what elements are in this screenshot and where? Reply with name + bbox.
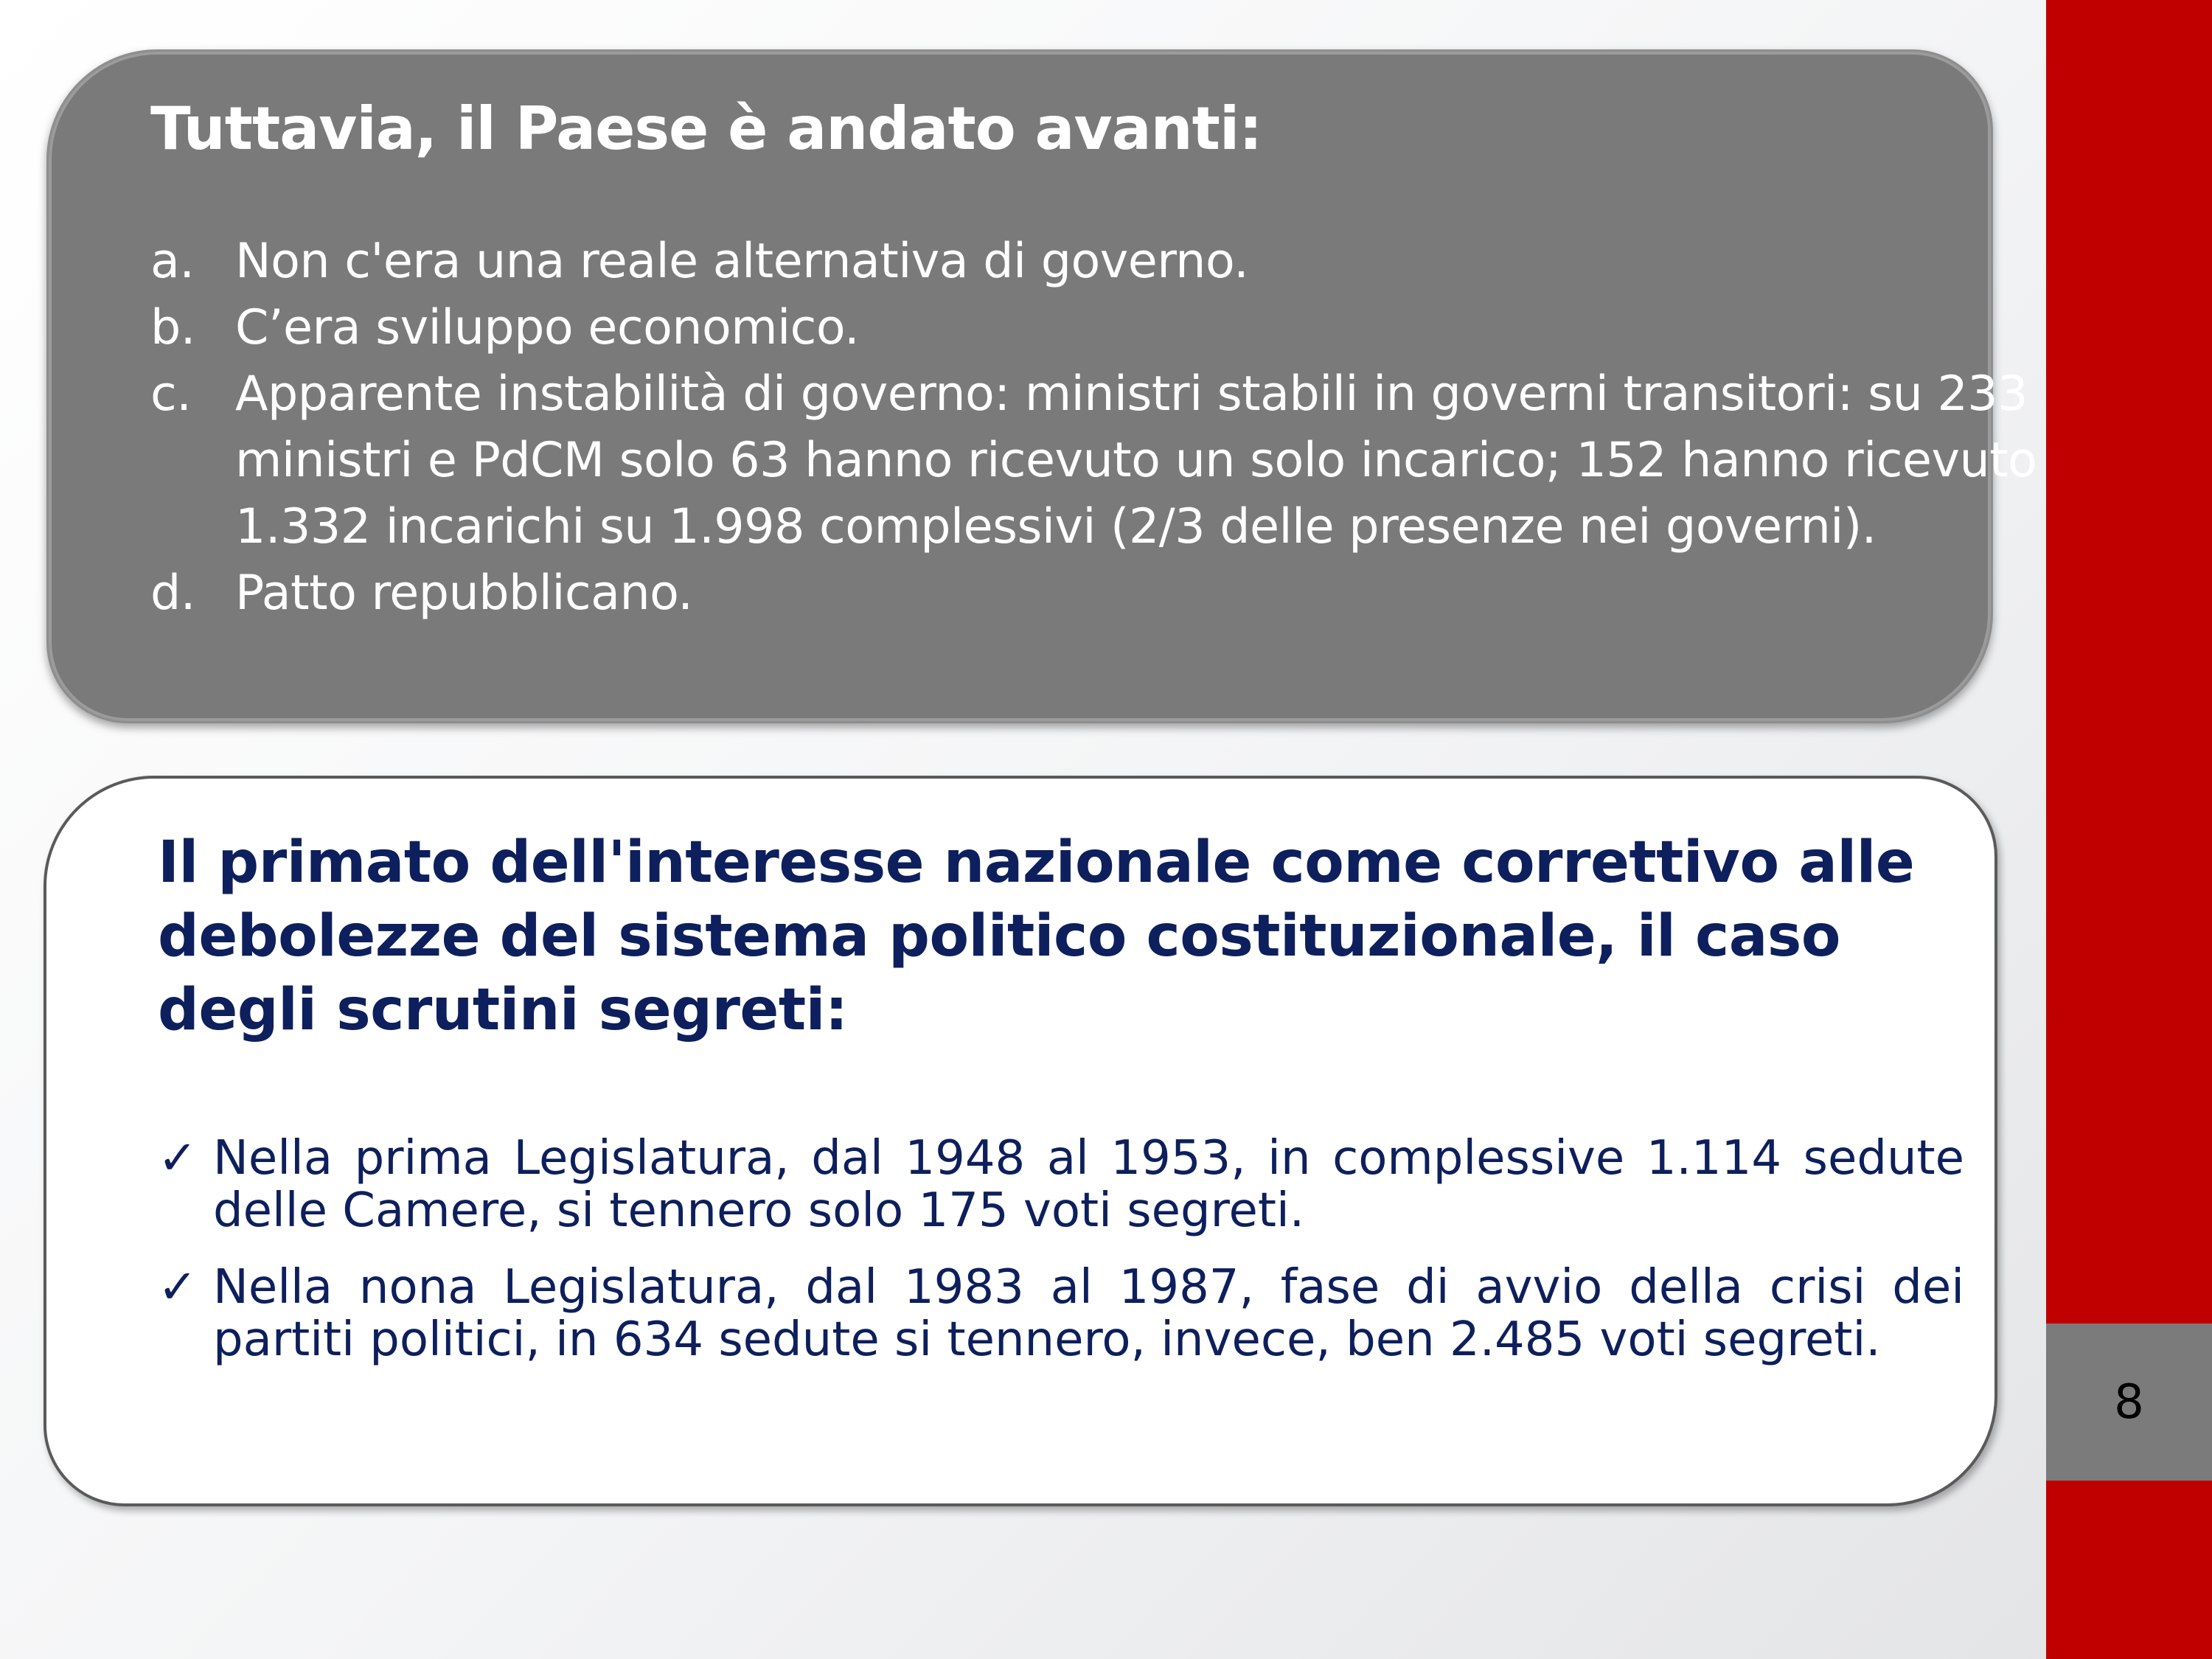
list-item-text: Apparente instabilità di governo: minist… xyxy=(235,366,2037,554)
list-item-text: Non c'era una reale alternativa di gover… xyxy=(235,234,1249,289)
list-marker: a. xyxy=(150,234,195,289)
bottom-box-title: Il primato dell'interesse nazionale come… xyxy=(158,830,1915,1043)
list-item: ✓ Nella nona Legislatura, dal 1983 al 19… xyxy=(158,1262,1964,1366)
checkmark-icon: ✓ xyxy=(158,1131,198,1186)
bottom-box-list: ✓ Nella prima Legislatura, dal 1948 al 19… xyxy=(158,1133,1964,1391)
list-item: ✓ Nella prima Legislatura, dal 1948 al 19… xyxy=(158,1133,1964,1237)
list-marker: c. xyxy=(150,366,192,422)
page-number-text: 8 xyxy=(2114,1374,2144,1430)
top-content-box: Tuttavia, il Paese è andato avanti: a. No… xyxy=(46,49,2037,723)
list-item: c. Apparente instabilità di governo: mini… xyxy=(150,361,2038,560)
top-box-title: Tuttavia, il Paese è andato avanti: xyxy=(150,94,1262,163)
list-marker: d. xyxy=(150,566,195,621)
list-item-text: Nella nona Legislatura, dal 1983 al 1987… xyxy=(213,1260,1964,1367)
checkmark-icon: ✓ xyxy=(158,1260,198,1315)
list-item: b. C’era sviluppo economico. xyxy=(150,295,2038,361)
list-item: a. Non c'era una reale alternativa di gov… xyxy=(150,229,2038,295)
list-item-text: C’era sviluppo economico. xyxy=(235,300,860,355)
list-marker: b. xyxy=(150,300,195,355)
list-item-text: Patto repubblicano. xyxy=(235,566,693,621)
list-item: d. Patto repubblicano. xyxy=(150,560,2038,627)
top-box-list: a. Non c'era una reale alternativa di gov… xyxy=(150,229,2038,627)
list-item-text: Nella prima Legislatura, dal 1948 al 195… xyxy=(213,1131,1964,1238)
page-number: 8 xyxy=(2046,1324,2212,1481)
bottom-content-box: Il primato dell'interesse nazionale come… xyxy=(44,776,1997,1506)
